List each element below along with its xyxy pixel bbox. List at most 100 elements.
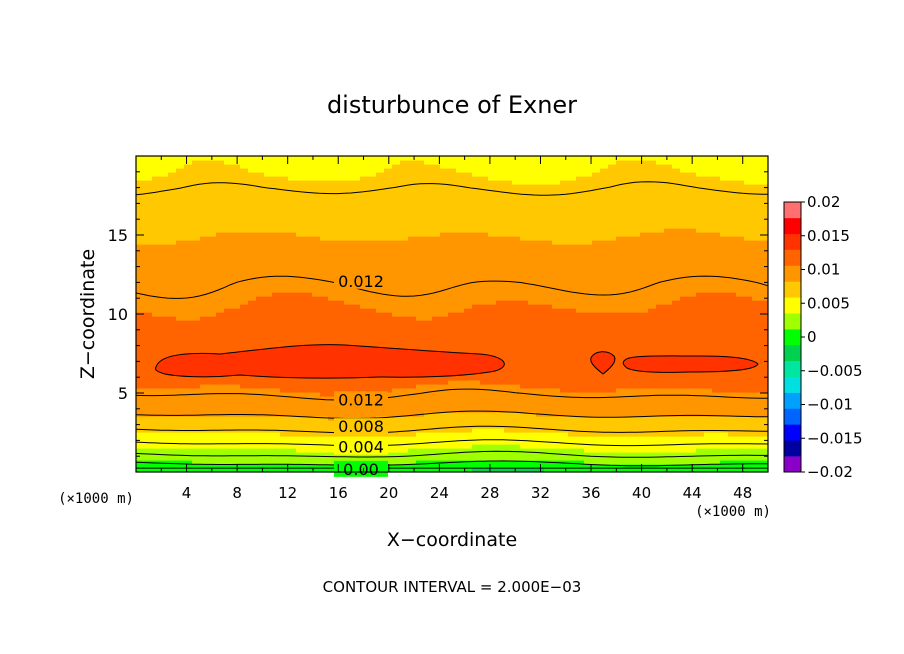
field-cell [208, 408, 217, 413]
field-cell [608, 456, 617, 461]
field-cell [504, 284, 513, 289]
field-cell [488, 304, 497, 309]
field-cell [464, 320, 473, 325]
field-cell [488, 240, 497, 245]
field-cell [288, 220, 297, 225]
field-cell [600, 236, 609, 241]
field-cell [600, 256, 609, 261]
field-cell [472, 312, 481, 317]
field-cell [488, 340, 497, 345]
field-cell [256, 320, 265, 325]
field-cell [600, 196, 609, 201]
field-cell [200, 468, 209, 472]
field-cell [200, 436, 209, 441]
field-cell [280, 160, 289, 165]
field-cell [568, 168, 577, 173]
field-cell [136, 212, 145, 217]
field-cell [392, 184, 401, 189]
field-cell [248, 440, 257, 445]
field-cell [304, 260, 313, 265]
field-cell [592, 368, 601, 373]
field-cell [312, 284, 321, 289]
field-cell [344, 324, 353, 329]
field-cell [552, 192, 561, 197]
field-cell [544, 232, 553, 237]
field-cell [152, 156, 161, 161]
field-cell [568, 268, 577, 273]
field-cell [504, 344, 513, 349]
field-cell [432, 216, 441, 221]
field-cell [488, 384, 497, 389]
field-cell [424, 316, 433, 321]
field-cell [288, 272, 297, 277]
field-cell [264, 284, 273, 289]
field-cell [568, 304, 577, 309]
field-cell [464, 412, 473, 417]
field-cell [624, 212, 633, 217]
field-cell [480, 388, 489, 393]
field-cell [352, 204, 361, 209]
field-cell [608, 432, 617, 437]
field-cell [192, 376, 201, 381]
field-cell [560, 176, 569, 181]
field-cell [440, 160, 449, 165]
field-cell [144, 320, 153, 325]
field-cell [416, 288, 425, 293]
field-cell [288, 288, 297, 293]
field-cell [456, 332, 465, 337]
field-cell [552, 212, 561, 217]
field-cell [136, 180, 145, 185]
field-cell [144, 416, 153, 421]
field-cell [336, 408, 345, 413]
field-cell [200, 196, 209, 201]
field-cell [520, 352, 529, 357]
field-cell [184, 256, 193, 261]
field-cell [384, 448, 393, 453]
field-cell [424, 344, 433, 349]
field-cell [296, 380, 305, 385]
field-cell [384, 452, 393, 457]
field-cell [136, 376, 145, 381]
field-cell [280, 424, 289, 429]
field-cell [520, 280, 529, 285]
field-cell [232, 456, 241, 461]
field-cell [136, 304, 145, 309]
field-cell [592, 196, 601, 201]
field-cell [520, 360, 529, 365]
field-cell [432, 244, 441, 249]
field-cell [352, 340, 361, 345]
field-cell [136, 256, 145, 261]
field-cell [440, 184, 449, 189]
field-cell [400, 172, 409, 177]
field-cell [208, 244, 217, 249]
field-cell [264, 328, 273, 333]
field-cell [544, 464, 553, 469]
field-cell [504, 336, 513, 341]
field-cell [448, 236, 457, 241]
field-cell [632, 244, 641, 249]
field-cell [576, 344, 585, 349]
field-cell [584, 240, 593, 245]
field-cell [280, 180, 289, 185]
field-cell [416, 200, 425, 205]
field-cell [424, 428, 433, 433]
field-cell [144, 400, 153, 405]
field-cell [512, 324, 521, 329]
field-cell [152, 444, 161, 449]
field-cell [208, 296, 217, 301]
field-cell [376, 224, 385, 229]
field-cell [176, 332, 185, 337]
field-cell [344, 436, 353, 441]
field-cell [512, 444, 521, 449]
field-cell [272, 304, 281, 309]
field-cell [472, 260, 481, 265]
field-cell [184, 292, 193, 297]
field-cell [592, 264, 601, 269]
field-cell [496, 160, 505, 165]
field-cell [592, 408, 601, 413]
field-cell [544, 288, 553, 293]
field-cell [384, 436, 393, 441]
field-cell [184, 268, 193, 273]
field-cell [224, 248, 233, 253]
field-cell [440, 416, 449, 421]
